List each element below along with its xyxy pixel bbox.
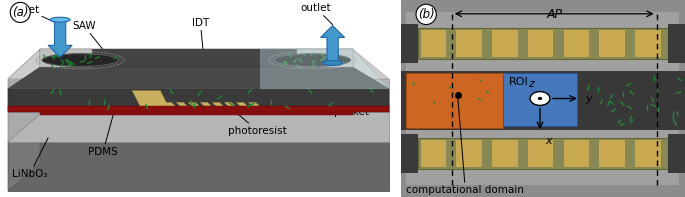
Text: LiNbO₃: LiNbO₃ — [12, 138, 48, 179]
Polygon shape — [236, 102, 256, 114]
Bar — [668, 24, 685, 63]
Ellipse shape — [275, 54, 351, 67]
Text: (a): (a) — [12, 6, 29, 19]
Bar — [528, 140, 553, 167]
Bar — [492, 30, 518, 57]
Bar — [418, 28, 668, 59]
Text: AP: AP — [546, 8, 562, 21]
Text: x: x — [546, 136, 552, 146]
Bar — [503, 73, 577, 126]
Bar — [418, 138, 668, 169]
Bar — [421, 140, 446, 167]
Bar — [421, 30, 446, 57]
Bar — [528, 30, 553, 57]
Text: z: z — [528, 79, 534, 89]
Bar — [635, 140, 660, 167]
Polygon shape — [176, 102, 195, 114]
Text: (b): (b) — [418, 8, 434, 21]
Polygon shape — [8, 49, 388, 79]
Polygon shape — [8, 67, 388, 89]
Text: computational domain: computational domain — [406, 95, 524, 195]
Polygon shape — [164, 102, 184, 114]
Bar — [599, 30, 625, 57]
Polygon shape — [188, 102, 208, 114]
Bar — [406, 12, 680, 185]
Bar — [564, 30, 589, 57]
Ellipse shape — [42, 54, 119, 67]
FancyArrow shape — [48, 20, 72, 57]
Text: inlet: inlet — [16, 5, 60, 25]
Text: air pocket: air pocket — [316, 98, 369, 117]
Polygon shape — [40, 109, 353, 115]
Bar — [401, 134, 418, 173]
Polygon shape — [8, 106, 388, 112]
Polygon shape — [8, 142, 388, 191]
Polygon shape — [140, 102, 160, 114]
Bar — [668, 134, 685, 173]
Text: ROI: ROI — [509, 77, 529, 87]
FancyArrow shape — [321, 26, 345, 63]
Polygon shape — [212, 102, 232, 114]
Polygon shape — [8, 114, 388, 142]
Polygon shape — [8, 79, 388, 142]
Text: PDMS: PDMS — [88, 90, 120, 157]
Polygon shape — [260, 49, 388, 89]
Bar — [456, 140, 482, 167]
Polygon shape — [8, 89, 388, 112]
Bar — [401, 71, 685, 130]
Ellipse shape — [323, 61, 342, 65]
Text: y: y — [586, 94, 592, 103]
Circle shape — [538, 97, 543, 100]
Bar — [401, 24, 418, 63]
Bar — [599, 140, 625, 167]
Polygon shape — [249, 102, 268, 114]
Polygon shape — [225, 102, 244, 114]
Ellipse shape — [50, 17, 70, 22]
Text: IDT: IDT — [192, 18, 209, 105]
Text: outlet: outlet — [301, 3, 333, 25]
Polygon shape — [40, 49, 92, 67]
Polygon shape — [132, 91, 169, 106]
Bar — [564, 140, 589, 167]
Text: SAW: SAW — [72, 20, 108, 56]
Circle shape — [530, 92, 550, 105]
Bar — [492, 140, 518, 167]
Bar — [635, 30, 660, 57]
Bar — [456, 30, 482, 57]
Polygon shape — [297, 49, 353, 67]
Polygon shape — [8, 49, 40, 142]
Text: photoresist: photoresist — [228, 109, 287, 136]
Polygon shape — [152, 102, 171, 114]
Polygon shape — [8, 114, 40, 191]
Polygon shape — [200, 102, 220, 114]
Bar — [406, 73, 503, 128]
Polygon shape — [40, 49, 353, 67]
